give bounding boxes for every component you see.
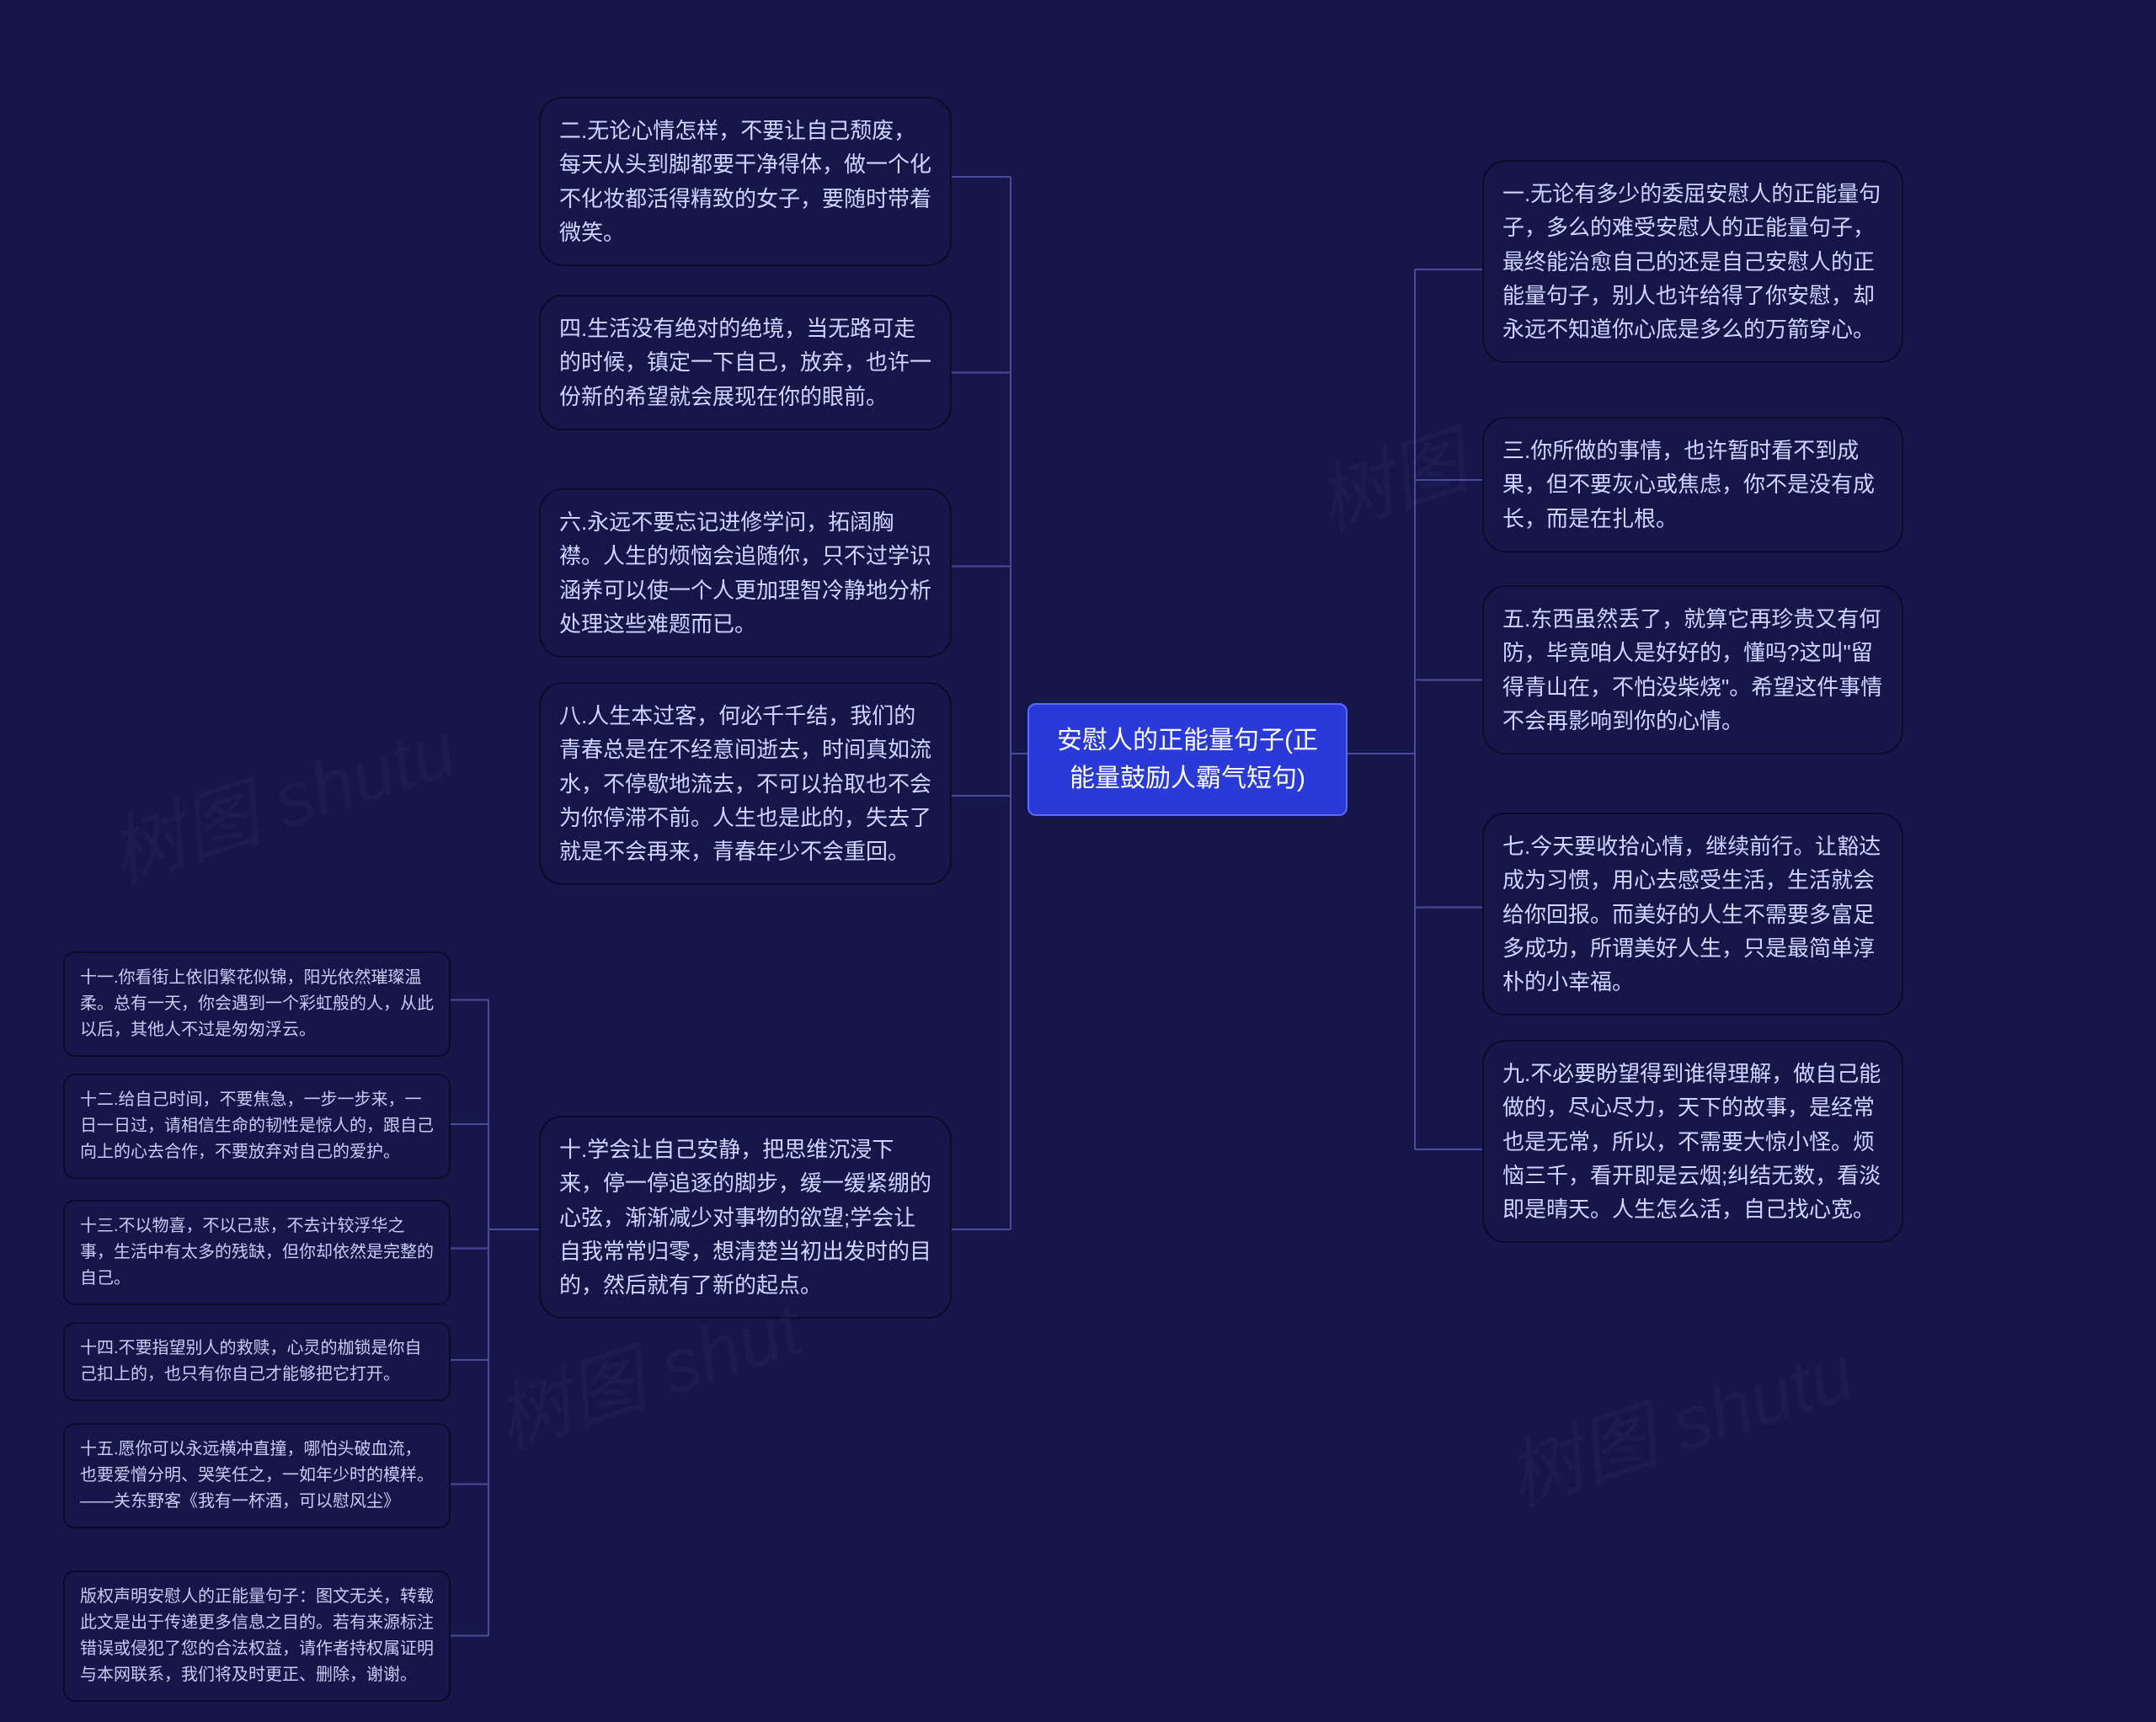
right-node-r5: 五.东西虽然丢了，就算它再珍贵又有何防，毕竟咱人是好好的，懂吗?这叫"留得青山在…: [1482, 585, 1903, 754]
sub-node-s12: 十二.给自己时间，不要焦急，一步一步来，一日一日过，请相信生命的韧性是惊人的，跟…: [63, 1074, 451, 1179]
right-node-text-r9: 九.不必要盼望得到谁得理解，做自己能做的，尽心尽力，天下的故事，是经常也是无常，…: [1502, 1061, 1881, 1222]
right-node-r3: 三.你所做的事情，也许暂时看不到成果，但不要灰心或焦虑，你不是没有成长，而是在扎…: [1482, 417, 1903, 552]
right-node-r1: 一.无论有多少的委屈安慰人的正能量句子，多么的难受安慰人的正能量句子，最终能治愈…: [1482, 160, 1903, 363]
left-node-text-l8: 八.人生本过客，何必千千结，我们的青春总是在不经意间逝去，时间真如流水，不停歇地…: [559, 703, 931, 864]
left-node-text-l2: 二.无论心情怎样，不要让自己颓废，每天从头到脚都要干净得体，做一个化不化妆都活得…: [559, 118, 931, 245]
left-node-text-l6: 六.永远不要忘记进修学问，拓阔胸襟。人生的烦恼会追随你，只不过学识涵养可以使一个…: [559, 509, 931, 637]
right-node-text-r5: 五.东西虽然丢了，就算它再珍贵又有何防，毕竟咱人是好好的，懂吗?这叫"留得青山在…: [1502, 606, 1882, 733]
sub-node-text-s12: 十二.给自己时间，不要焦急，一步一步来，一日一日过，请相信生命的韧性是惊人的，跟…: [80, 1090, 434, 1161]
left-node-text-l4: 四.生活没有绝对的绝境，当无路可走的时候，镇定一下自己，放弃，也许一份新的希望就…: [559, 316, 931, 409]
sub-node-s13: 十三.不以物喜，不以己悲，不去计较浮华之事，生活中有太多的残缺，但你却依然是完整…: [63, 1200, 451, 1305]
left-node-l10: 十.学会让自己安静，把思维沉浸下来，停一停追逐的脚步，缓一缓紧绷的心弦，渐渐减少…: [539, 1116, 952, 1319]
sub-node-s14: 十四.不要指望别人的救赎，心灵的枷锁是你自己扣上的，也只有你自己才能够把它打开。: [63, 1322, 451, 1401]
center-text: 安慰人的正能量句子(正能量鼓励人霸气短句): [1057, 727, 1318, 792]
watermark-1: 树图: [1300, 400, 1478, 551]
sub-node-text-s16: 版权声明安慰人的正能量句子：图文无关，转载此文是出于传递更多信息之目的。若有来源…: [80, 1587, 434, 1684]
sub-node-text-s15: 十五.愿你可以永远横冲直撞，哪怕头破血流，也要爱憎分明、哭笑任之，一如年少时的模…: [80, 1440, 434, 1511]
left-node-l4: 四.生活没有绝对的绝境，当无路可走的时候，镇定一下自己，放弃，也许一份新的希望就…: [539, 295, 952, 430]
left-node-l2: 二.无论心情怎样，不要让自己颓废，每天从头到脚都要干净得体，做一个化不化妆都活得…: [539, 97, 952, 266]
sub-node-text-s13: 十三.不以物喜，不以己悲，不去计较浮华之事，生活中有太多的残缺，但你却依然是完整…: [80, 1217, 434, 1288]
watermark-3: 树图 shutu: [1491, 1311, 1865, 1526]
center-node: 安慰人的正能量句子(正能量鼓励人霸气短句): [1027, 703, 1348, 816]
left-node-l6: 六.永远不要忘记进修学问，拓阔胸襟。人生的烦恼会追随你，只不过学识涵养可以使一个…: [539, 488, 952, 658]
right-node-r7: 七.今天要收拾心情，继续前行。让豁达成为习惯，用心去感受生活，生活就会给你回报。…: [1482, 813, 1903, 1016]
sub-node-s16: 版权声明安慰人的正能量句子：图文无关，转载此文是出于传递更多信息之目的。若有来源…: [63, 1570, 451, 1702]
left-node-l8: 八.人生本过客，何必千千结，我们的青春总是在不经意间逝去，时间真如流水，不停歇地…: [539, 682, 952, 885]
right-node-text-r3: 三.你所做的事情，也许暂时看不到成果，但不要灰心或焦虑，你不是没有成长，而是在扎…: [1502, 438, 1875, 531]
right-node-text-r7: 七.今天要收拾心情，继续前行。让豁达成为习惯，用心去感受生活，生活就会给你回报。…: [1502, 834, 1881, 994]
sub-node-s11: 十一.你看街上依旧繁花似锦，阳光依然璀璨温柔。总有一天，你会遇到一个彩虹般的人，…: [63, 952, 451, 1057]
sub-node-s15: 十五.愿你可以永远横冲直撞，哪怕头破血流，也要爱憎分明、哭笑任之，一如年少时的模…: [63, 1423, 451, 1528]
sub-node-text-s14: 十四.不要指望别人的救赎，心灵的枷锁是你自己扣上的，也只有你自己才能够把它打开。: [80, 1339, 422, 1383]
right-node-r9: 九.不必要盼望得到谁得理解，做自己能做的，尽心尽力，天下的故事，是经常也是无常，…: [1482, 1040, 1903, 1243]
sub-node-text-s11: 十一.你看街上依旧繁花似锦，阳光依然璀璨温柔。总有一天，你会遇到一个彩虹般的人，…: [80, 968, 434, 1039]
left-node-text-l10: 十.学会让自己安静，把思维沉浸下来，停一停追逐的脚步，缓一缓紧绷的心弦，渐渐减少…: [559, 1137, 931, 1298]
right-node-text-r1: 一.无论有多少的委屈安慰人的正能量句子，多么的难受安慰人的正能量句子，最终能治愈…: [1502, 181, 1881, 342]
watermark-0: 树图 shutu: [93, 688, 467, 903]
